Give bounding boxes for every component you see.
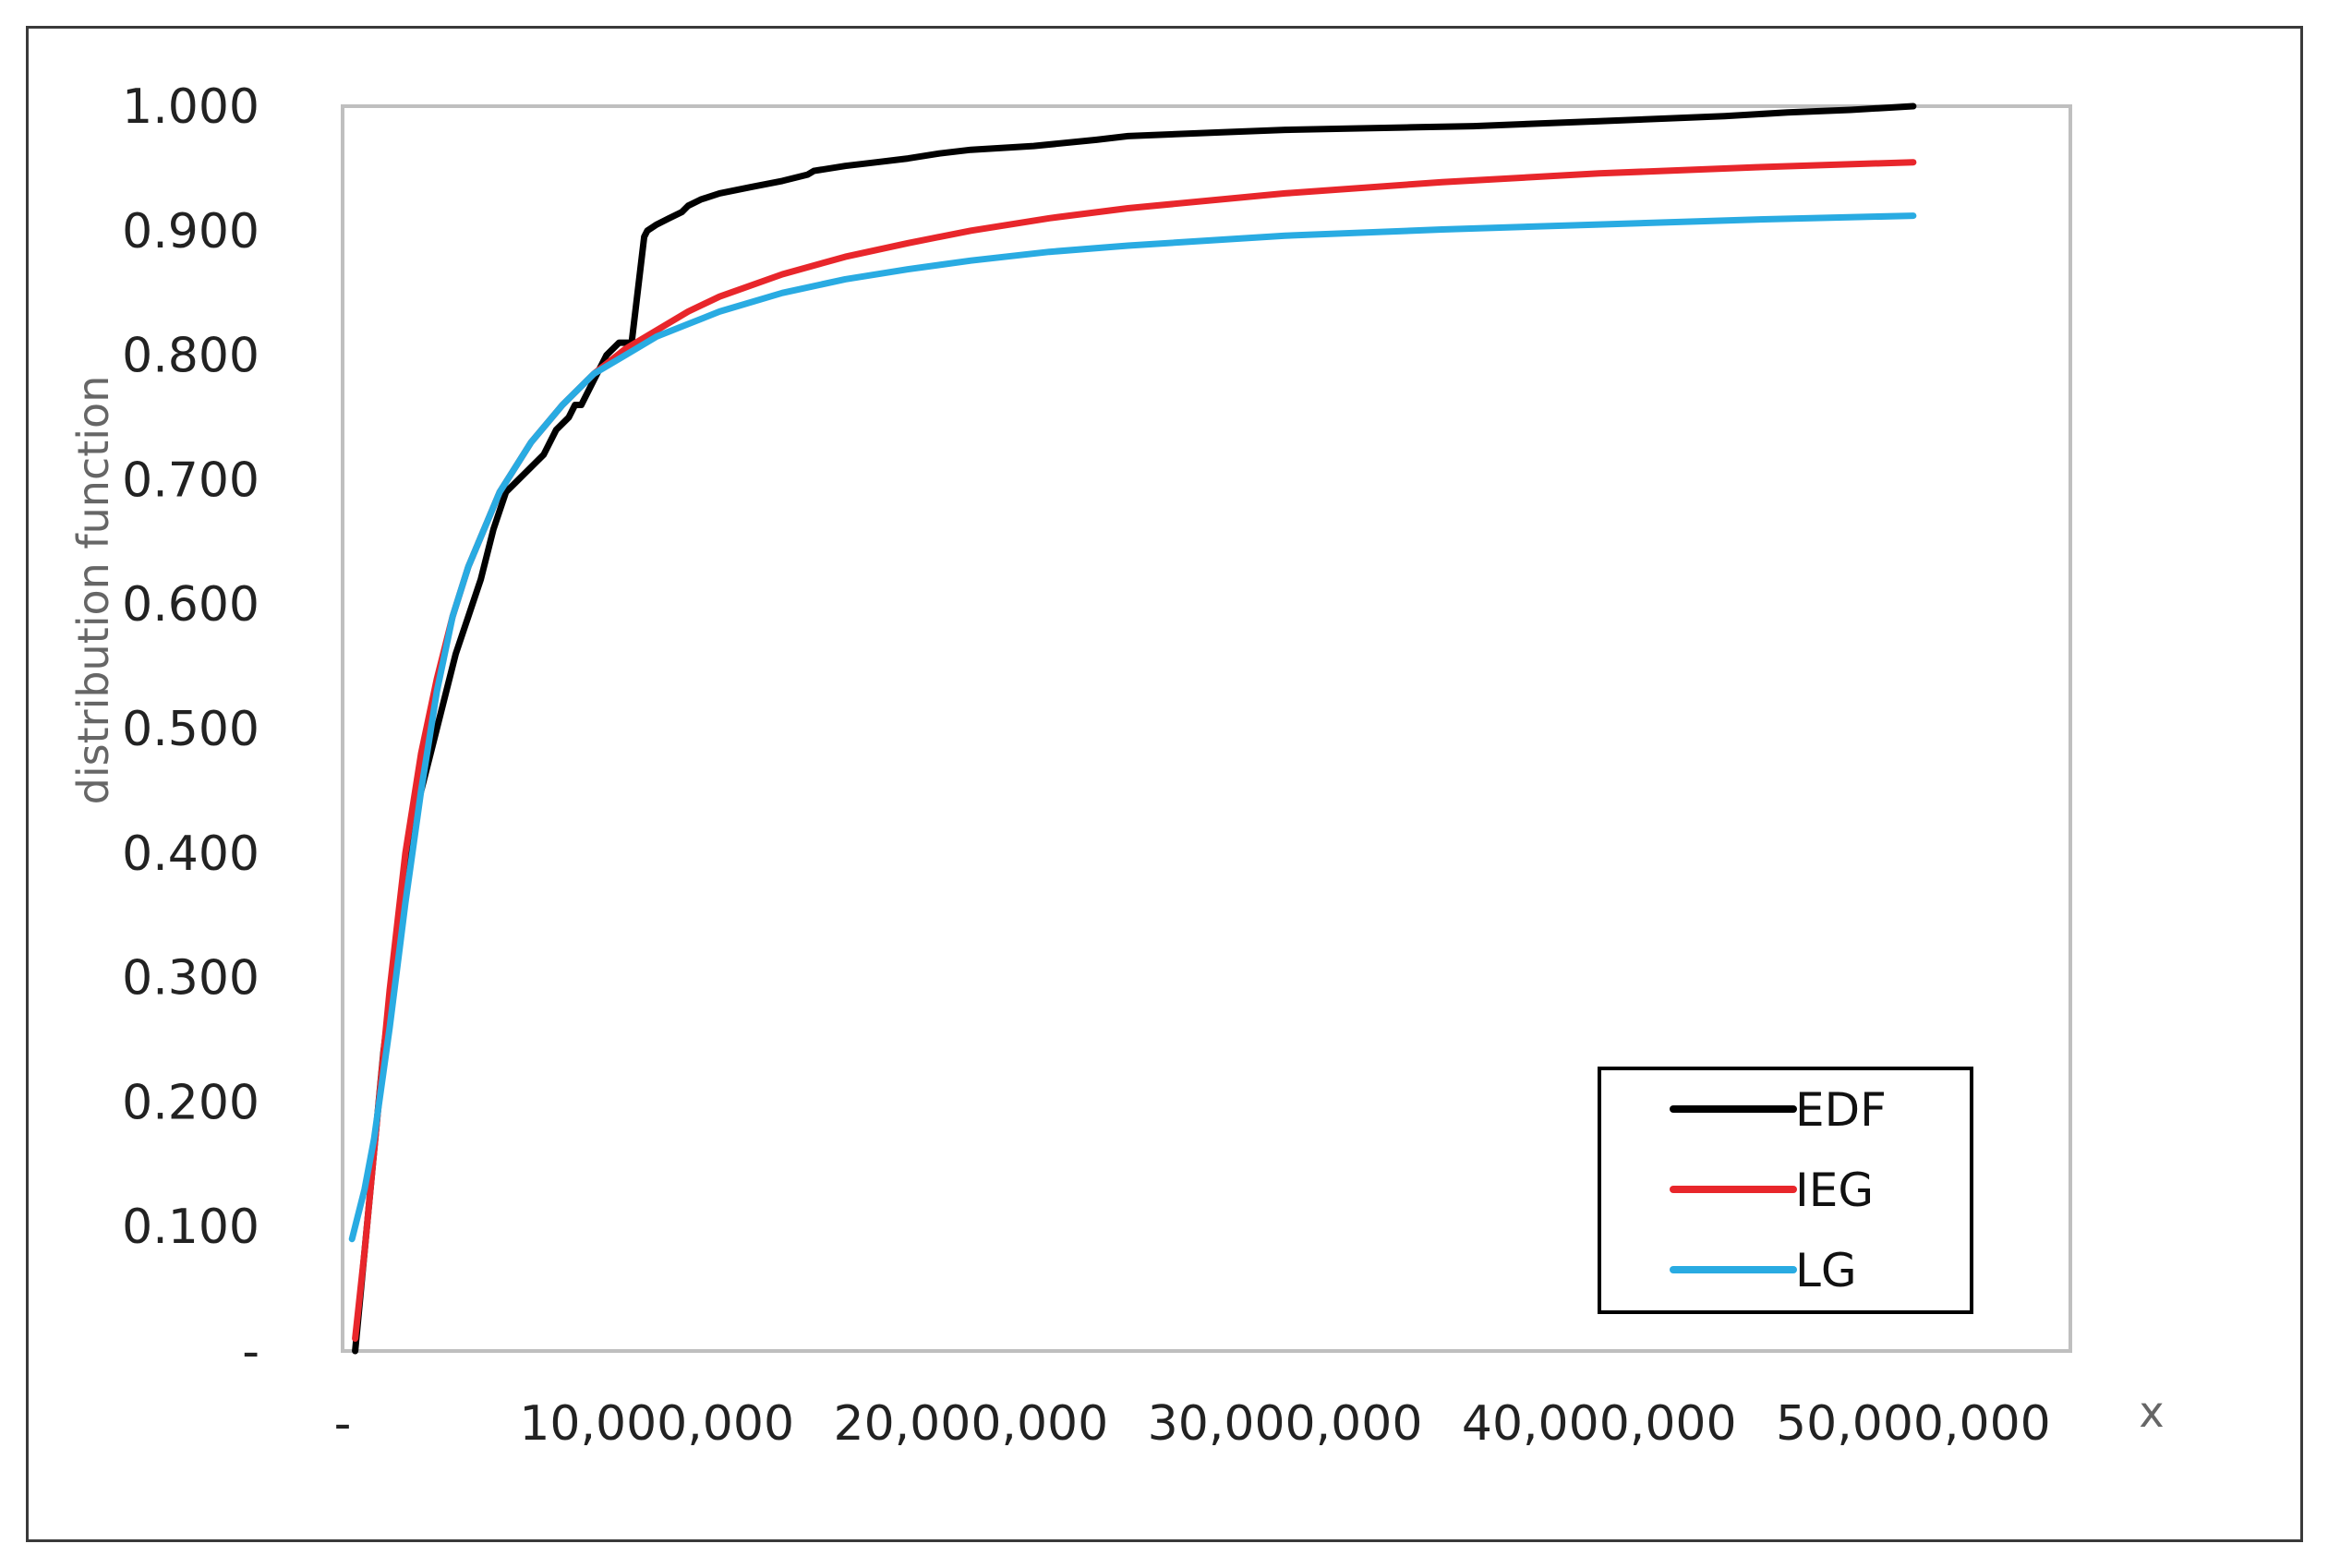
- chart-container: - 0.100 0.200 0.300 0.400 0.500 0.600 0.700 0.80…: [26, 26, 2303, 1542]
- y-tick-label: 0.100: [122, 1200, 259, 1255]
- y-axis-title: distribution function: [68, 376, 118, 805]
- x-tick-label: 50,000,000: [1776, 1396, 2051, 1452]
- y-tick-label: 0.900: [122, 204, 259, 259]
- line-chart: - 0.100 0.200 0.300 0.400 0.500 0.600 0.700 0.80…: [68, 79, 2165, 1452]
- x-tick-label: 20,000,000: [833, 1396, 1108, 1452]
- legend-label-ieg: IEG: [1795, 1164, 1874, 1217]
- y-tick-label: 1.000: [122, 79, 259, 135]
- series-line-lg: [348, 212, 1917, 1243]
- x-tick-label: 10,000,000: [519, 1396, 794, 1452]
- y-tick-label: -: [242, 1324, 259, 1380]
- plot-area: [341, 104, 2072, 1353]
- x-tick-label: -: [334, 1396, 352, 1452]
- y-tick-label: 0.200: [122, 1075, 259, 1130]
- y-tick-label: 0.800: [122, 329, 259, 384]
- series-line-edf: [352, 103, 1917, 1355]
- x-tick-label: 40,000,000: [1462, 1396, 1737, 1452]
- x-tick-label: 30,000,000: [1148, 1396, 1423, 1452]
- x-axis-title: x: [2139, 1387, 2164, 1437]
- y-tick-label: 0.600: [122, 577, 259, 633]
- legend-label-lg: LG: [1795, 1244, 1857, 1297]
- legend-label-edf: EDF: [1795, 1083, 1887, 1137]
- y-tick-label: 0.500: [122, 702, 259, 757]
- series-line-ieg: [352, 159, 1917, 1342]
- y-tick-label: 0.300: [122, 951, 259, 1007]
- y-tick-label: 0.400: [122, 826, 259, 882]
- y-tick-label: 0.700: [122, 452, 259, 508]
